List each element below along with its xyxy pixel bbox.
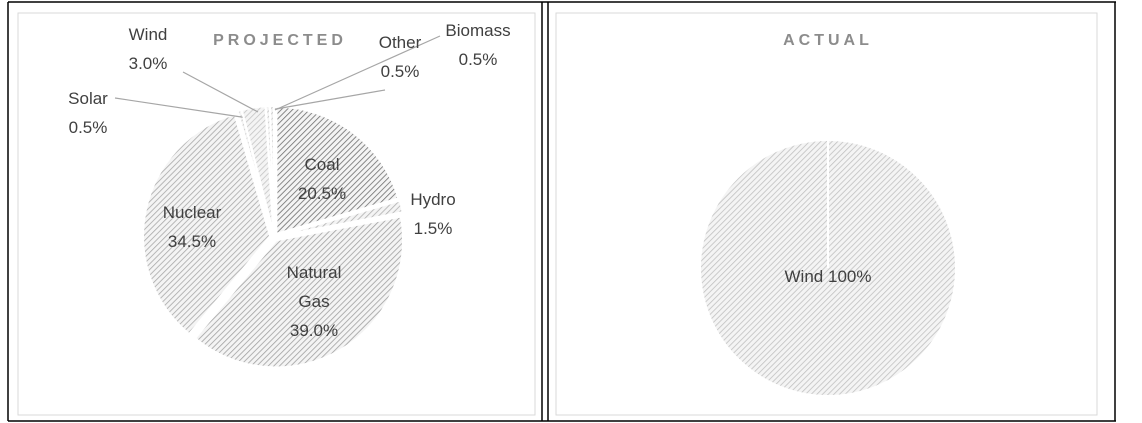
value-label: 1.5% [413, 219, 453, 238]
leader-line [274, 35, 441, 111]
value-label: 0.5% [380, 62, 420, 81]
category-label: Hydro [410, 190, 456, 209]
chart-title: ACTUAL [783, 32, 873, 49]
value-label: 39.0% [289, 321, 339, 340]
category-label: Wind [128, 25, 168, 44]
category-label: Biomass [445, 21, 511, 40]
data-label: Solar 0.5% [43, 84, 133, 142]
data-label: Coal 20.5% [277, 150, 367, 208]
data-label: Biomass 0.5% [433, 16, 523, 74]
value-label: 3.0% [128, 54, 168, 73]
category-label: Other [378, 33, 422, 52]
pie-slice [142, 112, 272, 336]
table-borders [7, 1, 1116, 422]
pie-slice [275, 105, 400, 236]
chart-title: PROJECTED [213, 32, 347, 49]
data-label: Wind 100% [758, 262, 898, 291]
data-label: Natural Gas 39.0% [279, 258, 349, 345]
value-label: 0.5% [458, 50, 498, 69]
chart-frame [555, 12, 1098, 416]
category-label: Coal [304, 155, 340, 174]
data-label: Wind 3.0% [103, 20, 193, 78]
pie-slice [193, 215, 404, 369]
category-label: Solar [68, 89, 108, 108]
pie-slice [268, 104, 275, 234]
data-label: Other 0.5% [355, 28, 445, 86]
data-label: Hydro 1.5% [388, 185, 478, 243]
value-label: 100% [827, 267, 872, 286]
leader-line [114, 97, 249, 119]
category-label: Wind [784, 267, 824, 286]
leader-line [269, 89, 386, 111]
leader-line [182, 71, 259, 113]
category-label: Natural Gas [286, 263, 342, 311]
pie-slice [277, 199, 404, 238]
value-label: 20.5% [297, 184, 347, 203]
data-label: Nuclear 34.5% [147, 198, 237, 256]
category-label: Nuclear [162, 203, 222, 222]
value-label: 34.5% [167, 232, 217, 251]
chart-frame [17, 12, 536, 416]
value-label: 0.5% [68, 118, 108, 137]
